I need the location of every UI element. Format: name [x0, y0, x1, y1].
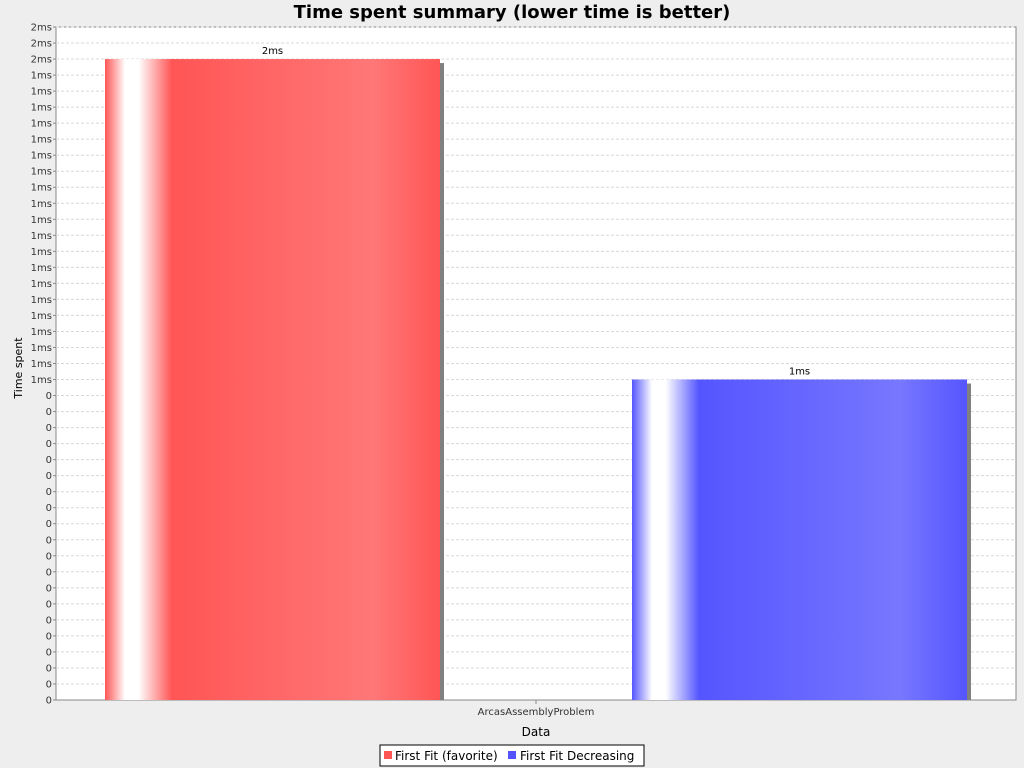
y-tick-label: 1ms [31, 119, 52, 130]
legend-swatch-first-fit [384, 751, 392, 759]
bars: 2ms 1ms [105, 46, 971, 701]
y-tick-label: 1ms [31, 311, 52, 322]
chart-title: Time spent summary (lower time is better… [294, 2, 731, 23]
y-tick-label: 1ms [31, 199, 52, 210]
y-tick-label: 0 [46, 567, 52, 578]
y-tick-label: 1ms [31, 183, 52, 194]
y-tick-label: 1ms [31, 359, 52, 370]
y-tick-label: 0 [46, 615, 52, 626]
y-tick-label: 0 [46, 407, 52, 418]
y-tick-label: 0 [46, 487, 52, 498]
y-tick-label: 1ms [31, 151, 52, 162]
y-tick-label: 1ms [31, 375, 52, 386]
y-tick-label: 0 [46, 583, 52, 594]
y-tick-label: 1ms [31, 231, 52, 242]
legend-label-first-fit: First Fit (favorite) [395, 749, 498, 763]
y-tick-label: 1ms [31, 71, 52, 82]
x-axis-label: Data [522, 725, 551, 739]
y-axis-label: Time spent [12, 337, 25, 400]
y-tick-label: 2ms [31, 23, 52, 34]
y-tick-label: 1ms [31, 295, 52, 306]
y-tick-label: 0 [46, 551, 52, 562]
y-tick-label: 0 [46, 455, 52, 466]
y-tick-label: 1ms [31, 247, 52, 258]
y-tick-label: 2ms [31, 39, 52, 50]
y-tick-label: 1ms [31, 327, 52, 338]
bar-first-fit-decreasing [632, 379, 967, 700]
y-tick-label: 1ms [31, 215, 52, 226]
x-category-label: ArcasAssemblyProblem [478, 707, 595, 718]
y-tick-label: 0 [46, 439, 52, 450]
y-tick-label: 0 [46, 679, 52, 690]
y-tick-label: 0 [46, 391, 52, 402]
y-tick-label: 1ms [31, 103, 52, 114]
bar-first-fit [105, 59, 440, 701]
y-axis-ticks: 0 0 0 0 0 0 0 0 0 0 0 0 0 0 0 0 0 0 0 0 1ms 1ms 1ms 1ms 1ms 1ms 1m… [31, 23, 56, 707]
y-tick-label: 0 [46, 471, 52, 482]
y-tick-label: 1ms [31, 135, 52, 146]
legend-label-first-fit-decreasing: First Fit Decreasing [520, 749, 634, 763]
y-tick-label: 1ms [31, 343, 52, 354]
y-tick-label: 0 [46, 696, 52, 707]
bar-value-label: 2ms [262, 46, 283, 57]
y-tick-label: 0 [46, 535, 52, 546]
y-tick-label: 0 [46, 599, 52, 610]
y-tick-label: 1ms [31, 279, 52, 290]
y-tick-label: 0 [46, 663, 52, 674]
y-tick-label: 0 [46, 647, 52, 658]
y-tick-label: 2ms [31, 55, 52, 66]
legend-swatch-first-fit-decreasing [508, 751, 516, 759]
y-tick-label: 0 [46, 423, 52, 434]
legend: First Fit (favorite) First Fit Decreasin… [379, 744, 645, 767]
y-tick-label: 0 [46, 503, 52, 514]
y-tick-label: 0 [46, 631, 52, 642]
y-tick-label: 1ms [31, 87, 52, 98]
bar-value-label: 1ms [789, 367, 810, 378]
y-tick-label: 0 [46, 519, 52, 530]
y-tick-label: 1ms [31, 263, 52, 274]
y-tick-label: 1ms [31, 167, 52, 178]
